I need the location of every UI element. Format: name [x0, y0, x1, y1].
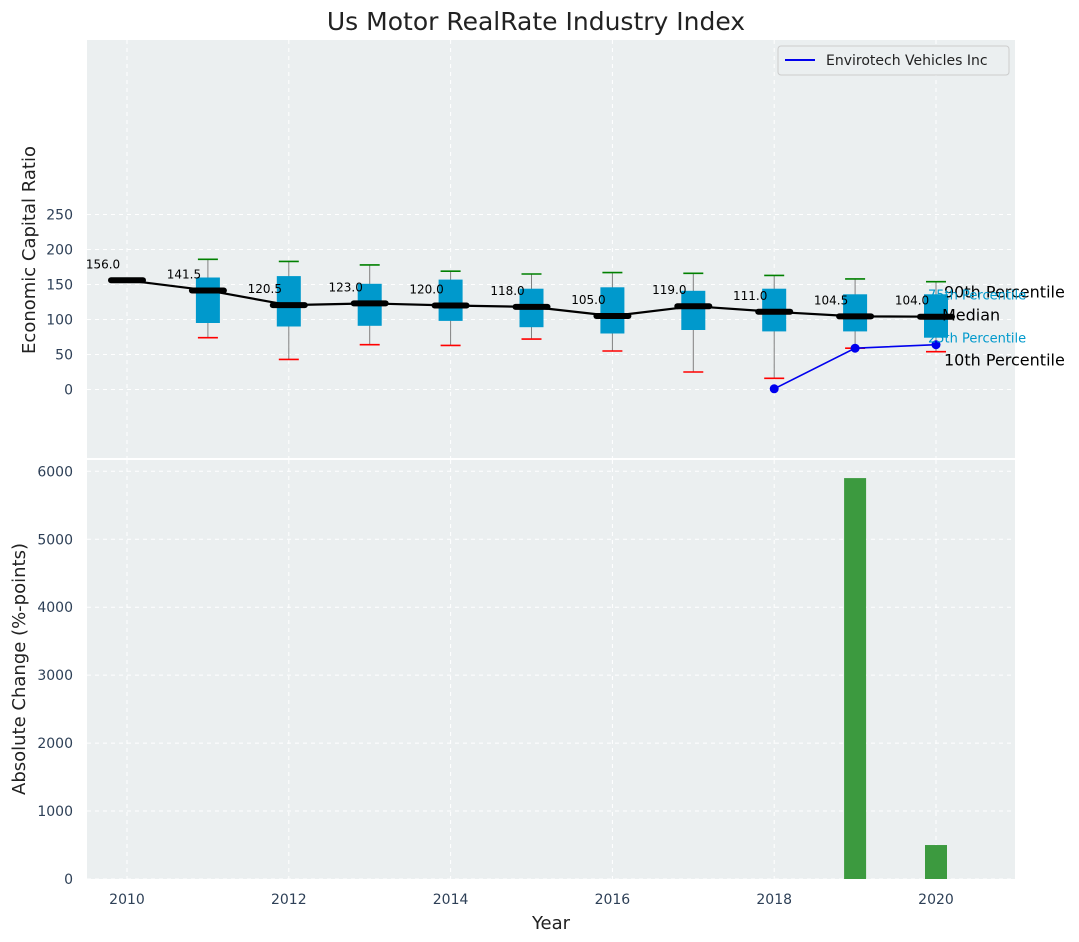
top-y-tick-200: 200 [46, 243, 73, 259]
iqr-box-2012 [276, 276, 301, 327]
bottom-y-tick-2000: 2000 [37, 736, 73, 752]
chart-title: Us Motor RealRate Industry Index [327, 7, 745, 36]
top-y-ticks: 0 50 100 150 200 250 [46, 208, 73, 399]
label-p90: 90th Percentile [944, 283, 1065, 302]
bottom-y-tick-4000: 4000 [37, 600, 73, 616]
legend: Envirotech Vehicles Inc [777, 45, 1010, 76]
company-point-2019 [850, 343, 860, 353]
iqr-box-2019 [843, 294, 868, 332]
x-tick-2012: 2012 [271, 892, 307, 908]
change-bars [844, 478, 947, 879]
label-median: Median [942, 306, 1000, 325]
bottom-y-tick-5000: 5000 [37, 532, 73, 548]
median-label-2010: 156.0 [86, 257, 120, 271]
x-tick-2014: 2014 [433, 892, 469, 908]
legend-box [777, 45, 1010, 76]
iqr-box-2011 [195, 277, 220, 323]
company-point-2018 [769, 384, 779, 394]
bottom-y-axis-label: Absolute Change (%-points) [9, 543, 30, 795]
bottom-y-tick-6000: 6000 [37, 464, 73, 480]
legend-label: Envirotech Vehicles Inc [826, 53, 988, 69]
top-y-tick-250: 250 [46, 208, 73, 224]
median-label-2019: 104.5 [814, 293, 848, 307]
x-axis-label: Year [531, 913, 571, 934]
company-series [769, 340, 941, 394]
x-tick-2016: 2016 [595, 892, 631, 908]
bottom-y-tick-0: 0 [64, 872, 73, 888]
top-y-axis-label: Economic Capital Ratio [19, 146, 40, 354]
x-tick-2018: 2018 [756, 892, 792, 908]
median-label-2020: 104.0 [895, 294, 929, 308]
top-y-tick-100: 100 [46, 313, 73, 329]
median-line: 156.0 141.5 120.5 123.0 120.0 118.0 105.0 119.0… [86, 257, 955, 320]
x-ticks: 2010 2012 2014 2016 2018 2020 [109, 892, 954, 908]
iqr-box-2016 [600, 287, 625, 334]
label-p25: 25th Percentile [928, 332, 1026, 347]
median-label-2012: 120.5 [248, 282, 282, 296]
change-bar-2019 [844, 478, 867, 879]
median-label-2014: 120.0 [409, 283, 443, 297]
iqr-box-2017 [681, 290, 706, 330]
box-plots [195, 258, 948, 380]
iqr-box-2014 [438, 279, 463, 321]
median-label-2015: 118.0 [490, 284, 524, 298]
x-tick-2020: 2020 [918, 892, 954, 908]
label-p10: 10th Percentile [944, 351, 1065, 370]
bottom-y-tick-1000: 1000 [37, 804, 73, 820]
top-y-tick-50: 50 [55, 348, 73, 364]
x-tick-2010: 2010 [109, 892, 145, 908]
bottom-y-ticks: 0 1000 2000 3000 4000 5000 6000 [37, 464, 73, 888]
median-label-2018: 111.0 [733, 289, 767, 303]
change-bar-2020 [925, 845, 947, 879]
label-p75: 75th Percentile [928, 288, 1026, 303]
median-label-2011: 141.5 [167, 267, 201, 281]
bottom-y-tick-3000: 3000 [37, 668, 73, 684]
median-label-2013: 123.0 [329, 280, 363, 294]
bottom-grid [87, 460, 1015, 880]
median-label-2016: 105.0 [571, 293, 605, 307]
top-y-tick-150: 150 [46, 278, 73, 294]
bottom-panel [87, 460, 1015, 879]
median-label-2017: 119.0 [652, 283, 686, 297]
company-point-2020 [931, 340, 941, 350]
top-grid [87, 40, 1015, 458]
top-y-tick-0: 0 [64, 383, 73, 399]
